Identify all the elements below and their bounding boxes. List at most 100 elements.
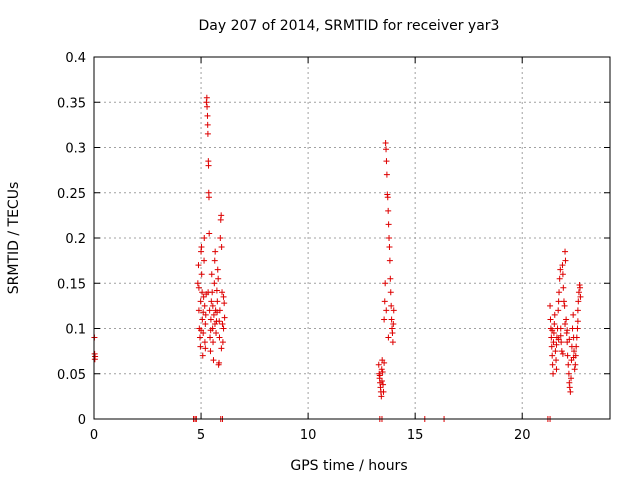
data-point — [216, 318, 223, 325]
data-point — [209, 302, 216, 309]
data-point — [383, 307, 390, 314]
data-point — [218, 345, 225, 352]
data-point — [199, 289, 206, 296]
data-point — [555, 307, 562, 314]
data-point — [387, 289, 394, 296]
data-point — [574, 307, 581, 314]
data-point — [381, 298, 388, 305]
data-point — [219, 339, 226, 346]
data-point — [205, 194, 212, 201]
data-point — [577, 284, 584, 291]
data-point — [551, 311, 558, 318]
data-point — [204, 103, 211, 110]
y-axis-title: SRMTID / TECUs — [6, 182, 22, 295]
data-point — [204, 112, 211, 119]
data-point — [383, 158, 390, 165]
data-point — [379, 368, 386, 375]
data-point — [220, 325, 227, 332]
data-point — [207, 334, 214, 341]
data-point — [218, 212, 225, 219]
data-point — [553, 341, 560, 348]
data-point — [575, 289, 582, 296]
x-axis-title: GPS time / hours — [290, 458, 407, 474]
x-tick-label: 10 — [300, 428, 317, 443]
data-point — [201, 235, 208, 241]
data-point — [567, 388, 574, 395]
data-point — [197, 343, 204, 350]
data-point — [199, 352, 206, 359]
data-point — [378, 366, 385, 373]
data-point — [205, 162, 212, 169]
data-point — [206, 307, 213, 314]
data-point — [199, 316, 206, 323]
data-point — [202, 311, 209, 318]
data-point — [195, 307, 202, 314]
data-point — [208, 298, 215, 305]
data-point — [562, 320, 569, 327]
data-point — [562, 248, 569, 255]
data-point — [573, 334, 580, 341]
data-point — [205, 289, 212, 296]
y-tick-label: 0.35 — [57, 96, 86, 111]
data-point — [380, 381, 387, 388]
data-point — [575, 298, 582, 305]
data-point — [202, 320, 209, 327]
data-point — [383, 171, 390, 178]
data-point — [559, 350, 566, 357]
data-point — [547, 302, 554, 309]
data-point — [211, 257, 218, 264]
data-point — [383, 146, 390, 153]
data-point — [213, 330, 220, 337]
data-point — [549, 361, 556, 368]
data-point — [221, 314, 228, 321]
data-point — [553, 357, 560, 364]
data-point — [206, 230, 213, 237]
data-point — [219, 289, 226, 296]
data-point — [386, 235, 393, 241]
data-point — [572, 361, 579, 368]
data-point — [215, 275, 222, 282]
y-tick-label: 0.05 — [57, 368, 86, 383]
x-tick-label: 15 — [407, 428, 424, 443]
data-point — [213, 287, 220, 294]
data-point — [574, 325, 581, 332]
data-point — [381, 359, 388, 366]
data-point — [207, 316, 214, 323]
data-point — [557, 325, 564, 332]
data-point — [375, 361, 382, 368]
data-point — [549, 352, 556, 359]
data-point — [217, 235, 224, 241]
y-tick-label: 0.3 — [65, 142, 86, 157]
data-point — [195, 262, 202, 269]
data-point — [577, 293, 584, 300]
y-tick-label: 0 — [78, 413, 86, 428]
grid-layer — [94, 57, 610, 419]
data-point — [382, 280, 389, 287]
data-point — [562, 257, 569, 264]
data-point — [211, 280, 218, 287]
data-point — [208, 271, 215, 278]
data-point — [558, 348, 565, 355]
chart-title: Day 207 of 2014, SRMTID for receiver yar… — [199, 18, 500, 34]
data-point — [385, 221, 392, 228]
data-point — [378, 393, 385, 400]
data-point — [565, 361, 572, 368]
data-point — [548, 334, 555, 341]
data-point — [386, 257, 393, 264]
data-point — [573, 343, 580, 350]
data-point — [552, 348, 559, 355]
data-point — [202, 345, 209, 352]
data-point — [381, 316, 388, 323]
data-point — [560, 298, 567, 305]
data-point — [214, 309, 221, 316]
data-point — [565, 370, 572, 377]
data-point — [201, 257, 208, 264]
data-point — [200, 309, 207, 316]
data-point — [194, 280, 201, 287]
data-point — [571, 366, 578, 373]
data-point — [559, 271, 566, 278]
data-point — [550, 339, 557, 346]
data-point — [564, 352, 571, 359]
data-point — [555, 298, 562, 305]
